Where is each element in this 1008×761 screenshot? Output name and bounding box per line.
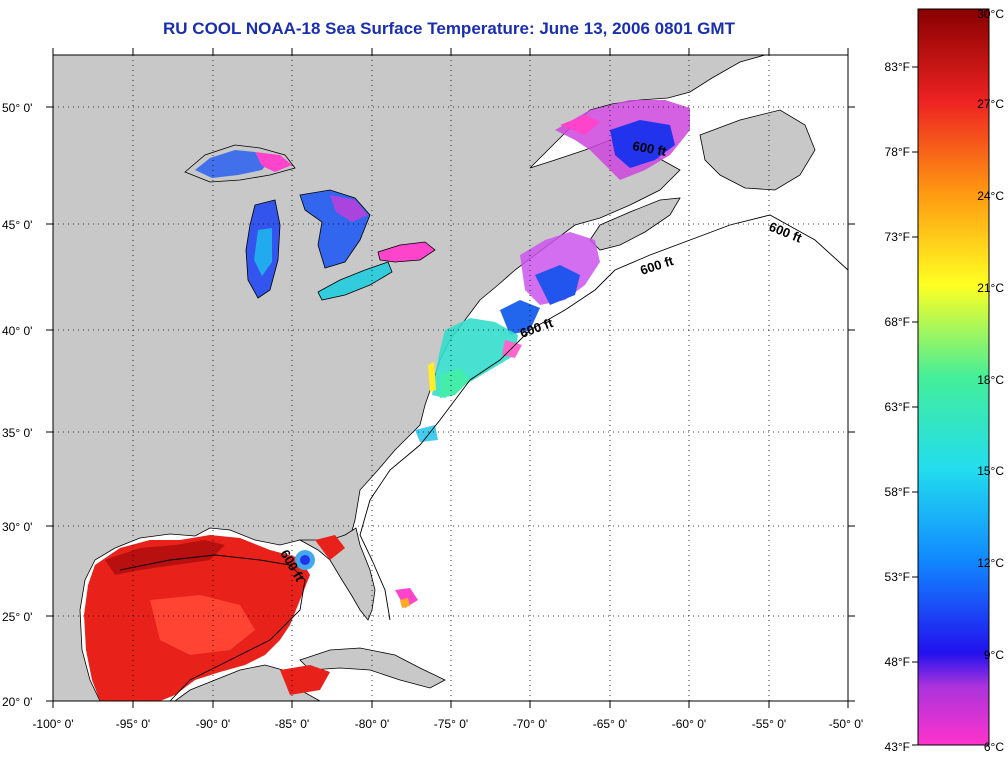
cb-celsius-27: 27°C (977, 97, 1004, 111)
cb-fahrenheit-68: 68°F (885, 315, 910, 329)
lon-label-70: -70° 0' (513, 717, 547, 731)
map-title: RU COOL NOAA-18 Sea Surface Temperature:… (163, 19, 735, 38)
cb-celsius-12: 12°C (977, 556, 1004, 570)
lon-label-90: -90° 0' (196, 717, 230, 731)
lon-label-50: -50° 0' (829, 717, 863, 731)
isobath-label-st-lawrence: 600 ft (631, 138, 668, 159)
lake-erie-sst (317, 261, 393, 301)
cb-celsius-21: 21°C (977, 281, 1004, 295)
cb-fahrenheit-53: 53°F (885, 570, 910, 584)
lat-label-20: 20° 0' (2, 695, 32, 709)
lake-ontario-sst (377, 241, 436, 263)
latitude-labels: 20° 0' 25° 0' 30° 0' 35° 0' 40° 0' 45° 0… (2, 101, 32, 709)
land-cuba (299, 647, 446, 689)
cb-celsius-30: 30°C (977, 7, 1004, 21)
isobath-600ft-north (454, 214, 848, 401)
lat-label-35: 35° 0' (2, 426, 32, 440)
lat-label-25: 25° 0' (2, 610, 32, 624)
lat-label-50: 50° 0' (2, 101, 32, 115)
cb-celsius-24: 24°C (977, 189, 1004, 203)
chesapeake-sst (428, 362, 436, 392)
lon-label-85: -85° 0' (275, 717, 309, 731)
cb-fahrenheit-43: 43°F (885, 740, 910, 754)
cb-fahrenheit-83: 83°F (885, 60, 910, 74)
map-area (53, 55, 848, 701)
lon-label-65: -65° 0' (593, 717, 627, 731)
colorbar-celsius-labels: 30°C 27°C 24°C 21°C 18°C 15°C 12°C 9°C 6… (977, 7, 1004, 754)
cb-fahrenheit-58: 58°F (885, 485, 910, 499)
lat-label-45: 45° 0' (2, 218, 32, 232)
cb-fahrenheit-63: 63°F (885, 400, 910, 414)
isobath-600ft-gulf (119, 554, 306, 701)
colorbar: 30°C 27°C 24°C 21°C 18°C 15°C 12°C 9°C 6… (885, 7, 1005, 754)
cb-celsius-18: 18°C (977, 373, 1004, 387)
land-newfoundland (699, 109, 816, 191)
longitude-labels: -100° 0' -95° 0' -90° 0' -85° 0' -80° 0'… (32, 717, 863, 731)
cb-celsius-9: 9°C (984, 648, 1004, 662)
cb-fahrenheit-73: 73°F (885, 230, 910, 244)
cb-fahrenheit-78: 78°F (885, 145, 910, 159)
lat-label-40: 40° 0' (2, 324, 32, 338)
lon-label-95: -95° 0' (116, 717, 150, 731)
lon-label-55: -55° 0' (752, 717, 786, 731)
cb-fahrenheit-48: 48°F (885, 655, 910, 669)
lon-label-75: -75° 0' (434, 717, 468, 731)
lon-label-100: -100° 0' (32, 717, 73, 731)
colorbar-gradient (917, 8, 990, 746)
cb-celsius-6: 6°C (984, 740, 1004, 754)
isobath-600ft-south (359, 399, 456, 621)
cb-celsius-15: 15°C (977, 464, 1004, 478)
lon-label-80: -80° 0' (355, 717, 389, 731)
lake-superior-sst (195, 150, 270, 178)
lon-label-60: -60° 0' (672, 717, 706, 731)
colorbar-fahrenheit-labels: 83°F 78°F 73°F 68°F 63°F 58°F 53°F 48°F … (885, 60, 910, 754)
lat-label-30: 30° 0' (2, 520, 32, 534)
